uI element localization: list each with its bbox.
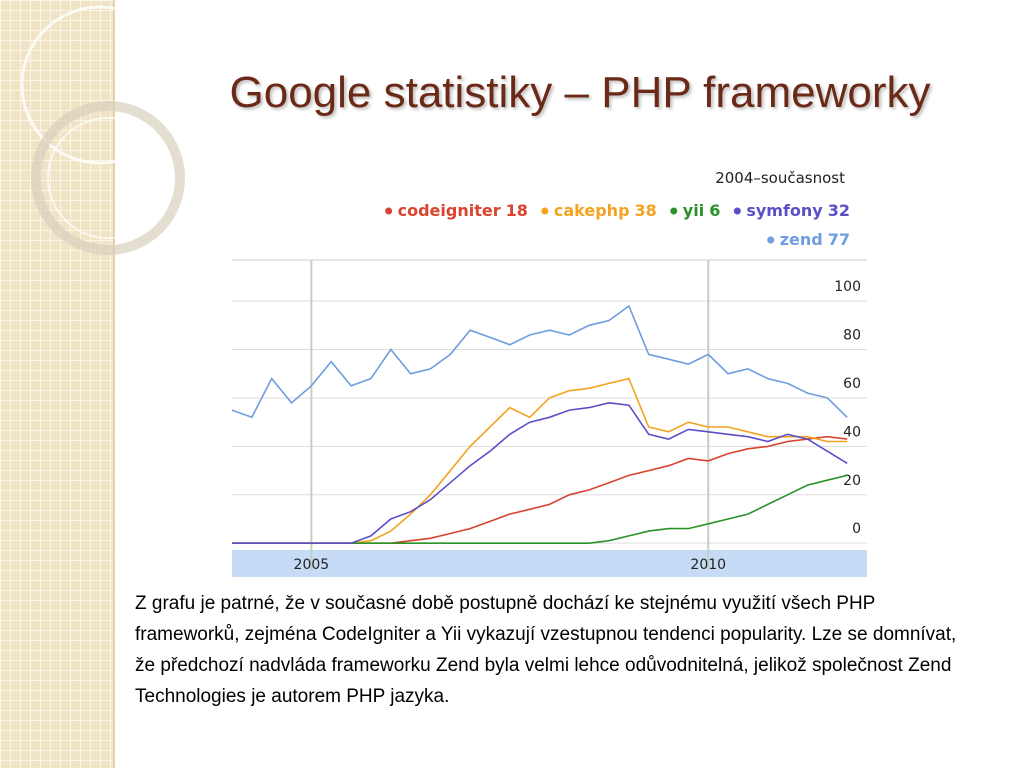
y-tick-label: 80: [843, 328, 861, 344]
legend-average: 18: [506, 201, 528, 220]
legend-average: 38: [635, 201, 657, 220]
series-line: [232, 401, 848, 544]
decor-circles: [20, 5, 185, 255]
legend-label: yii: [683, 201, 704, 220]
y-tick-label: 60: [843, 376, 861, 392]
y-tick-label: 0: [852, 521, 861, 537]
legend-marker: [385, 207, 393, 215]
legend-marker: [733, 207, 741, 215]
series-line: [232, 435, 848, 544]
slide-title: Google statistiky – PHP frameworky: [229, 68, 931, 117]
legend-marker: [670, 207, 678, 215]
series-line: [231, 304, 848, 419]
series-line: [232, 474, 848, 544]
y-tick-label: 100: [834, 279, 861, 295]
legend-label: zend: [780, 230, 823, 249]
chart: 2004–současnost 0 20 40 60 80 100 2005 2010 code…: [231, 169, 867, 577]
x-tick-label: 2005: [294, 557, 330, 573]
legend-label: symfony: [746, 201, 823, 220]
legend-marker: [541, 207, 549, 215]
chart-subtitle: 2004–současnost: [715, 169, 845, 187]
legend-average: 6: [709, 201, 720, 220]
legend-label: codeigniter: [398, 201, 501, 220]
legend-average: 77: [828, 230, 850, 249]
legend-average: 32: [828, 201, 850, 220]
x-axis-band: [232, 550, 867, 577]
legend-marker: [767, 236, 775, 244]
x-tick-label: 2010: [690, 557, 726, 573]
series-line: [232, 377, 848, 544]
legend-label: cakephp: [554, 201, 630, 220]
y-tick-label: 40: [843, 424, 861, 440]
paragraph: Z grafu je patrné, že v současné době po…: [135, 593, 957, 707]
y-tick-label: 20: [843, 473, 861, 489]
